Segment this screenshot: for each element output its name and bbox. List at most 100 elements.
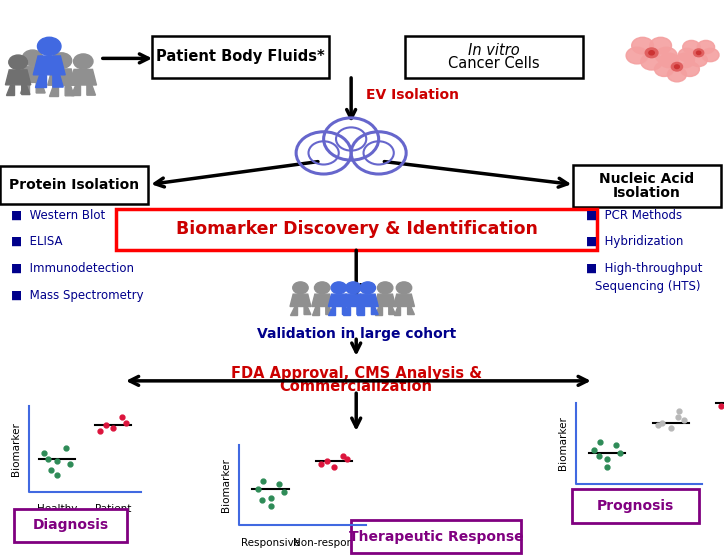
Circle shape — [645, 48, 658, 58]
Text: In vitro: In vitro — [468, 43, 520, 58]
Polygon shape — [304, 306, 311, 315]
Polygon shape — [22, 85, 30, 95]
FancyBboxPatch shape — [0, 166, 148, 204]
Text: Cancer Cells: Cancer Cells — [448, 56, 540, 71]
Polygon shape — [375, 306, 382, 315]
Text: Commercialization: Commercialization — [279, 379, 433, 394]
FancyBboxPatch shape — [572, 489, 699, 523]
Text: ■  Mass Spectrometry: ■ Mass Spectrometry — [11, 289, 143, 301]
Polygon shape — [394, 294, 414, 306]
Polygon shape — [357, 306, 363, 315]
Circle shape — [51, 53, 72, 68]
Circle shape — [696, 51, 701, 54]
Circle shape — [675, 65, 679, 68]
Circle shape — [360, 282, 376, 294]
Circle shape — [697, 41, 715, 54]
Polygon shape — [408, 306, 414, 315]
Circle shape — [74, 54, 93, 69]
Polygon shape — [65, 85, 74, 96]
Text: ■  Western Blot: ■ Western Blot — [11, 208, 105, 221]
Text: ■  High-throughput: ■ High-throughput — [586, 262, 703, 275]
Polygon shape — [329, 306, 335, 315]
Polygon shape — [71, 85, 80, 95]
Circle shape — [660, 53, 678, 68]
Text: Biomarker Discovery & Identification: Biomarker Discovery & Identification — [176, 220, 537, 239]
Polygon shape — [20, 82, 29, 93]
Polygon shape — [326, 306, 332, 315]
Circle shape — [694, 49, 704, 57]
Text: Diagnosis: Diagnosis — [33, 518, 109, 533]
Polygon shape — [70, 70, 96, 85]
Text: ■  Hybridization: ■ Hybridization — [586, 235, 683, 248]
Polygon shape — [389, 306, 395, 315]
Text: ■  PCR Methods: ■ PCR Methods — [586, 208, 683, 221]
Polygon shape — [312, 294, 332, 306]
Circle shape — [292, 282, 308, 294]
Text: Validation in large cohort: Validation in large cohort — [256, 326, 456, 341]
Text: Biomarker: Biomarker — [221, 458, 231, 512]
Text: Protein Isolation: Protein Isolation — [9, 178, 139, 192]
Polygon shape — [371, 306, 378, 315]
Circle shape — [649, 37, 671, 54]
Circle shape — [671, 62, 683, 71]
Polygon shape — [358, 306, 364, 315]
Text: Patient: Patient — [95, 504, 131, 514]
FancyBboxPatch shape — [152, 36, 329, 78]
Text: Patient Body Fluids*: Patient Body Fluids* — [156, 49, 325, 64]
Circle shape — [681, 62, 699, 77]
Text: Responsive: Responsive — [241, 538, 300, 548]
Text: FDA Approval, CMS Analysis &: FDA Approval, CMS Analysis & — [231, 366, 481, 381]
Circle shape — [649, 51, 654, 55]
Circle shape — [38, 37, 61, 55]
FancyBboxPatch shape — [573, 165, 721, 207]
Polygon shape — [36, 82, 45, 93]
Text: ■  ELISA: ■ ELISA — [11, 235, 62, 248]
Text: Healthy: Healthy — [37, 504, 77, 514]
Polygon shape — [49, 85, 58, 96]
Polygon shape — [329, 294, 349, 306]
Polygon shape — [290, 294, 311, 306]
Circle shape — [331, 282, 347, 294]
Polygon shape — [35, 75, 46, 87]
Polygon shape — [394, 306, 400, 315]
Polygon shape — [312, 306, 319, 315]
Text: Prognosis: Prognosis — [597, 499, 674, 513]
Circle shape — [678, 48, 696, 62]
Polygon shape — [48, 69, 75, 85]
Circle shape — [668, 67, 686, 82]
Text: Biomarker: Biomarker — [557, 416, 568, 470]
Circle shape — [377, 282, 393, 294]
Polygon shape — [375, 294, 395, 306]
FancyBboxPatch shape — [116, 208, 597, 250]
Polygon shape — [342, 306, 349, 315]
Polygon shape — [53, 75, 63, 87]
Text: Isolation: Isolation — [613, 186, 681, 200]
FancyBboxPatch shape — [351, 520, 521, 553]
Circle shape — [654, 62, 673, 77]
Circle shape — [9, 55, 28, 70]
Text: ■  Immunodetection: ■ Immunodetection — [11, 262, 134, 275]
Circle shape — [626, 47, 648, 64]
Circle shape — [702, 48, 719, 62]
Text: Nucleic Acid: Nucleic Acid — [599, 172, 694, 186]
Polygon shape — [87, 85, 96, 95]
Text: Sequencing (HTS): Sequencing (HTS) — [595, 280, 701, 292]
Polygon shape — [7, 85, 14, 95]
Circle shape — [632, 37, 654, 54]
Circle shape — [675, 53, 694, 68]
Text: Non-responsive: Non-responsive — [293, 538, 374, 548]
Polygon shape — [19, 66, 46, 82]
Circle shape — [690, 53, 707, 67]
Text: Biomarker: Biomarker — [11, 422, 21, 476]
Circle shape — [641, 53, 662, 70]
Circle shape — [22, 50, 43, 66]
Polygon shape — [6, 70, 30, 85]
Polygon shape — [358, 294, 378, 306]
Text: Poor: Poor — [659, 496, 682, 506]
Circle shape — [396, 282, 412, 294]
Circle shape — [345, 282, 361, 294]
Text: Good: Good — [594, 496, 621, 506]
Circle shape — [655, 47, 677, 64]
Circle shape — [314, 282, 330, 294]
Text: EV Isolation: EV Isolation — [366, 87, 458, 102]
